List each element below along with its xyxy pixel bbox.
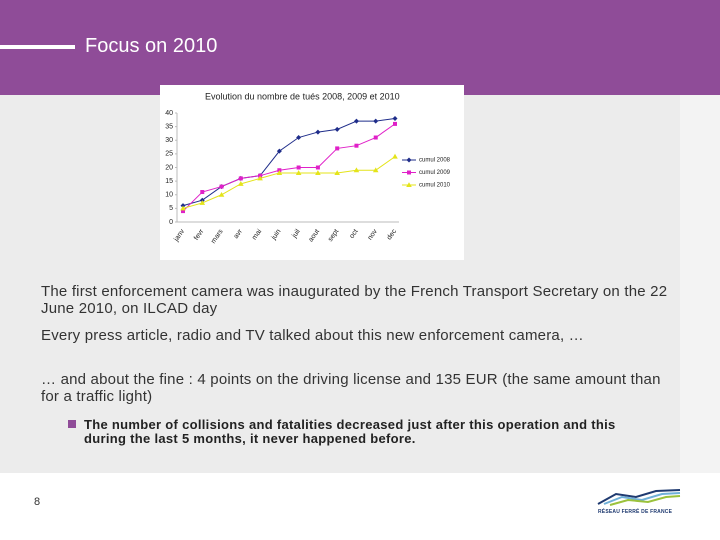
data-point bbox=[181, 209, 185, 214]
header-band bbox=[0, 0, 720, 95]
y-tick-label: 40 bbox=[165, 110, 173, 117]
chart: Evolution du nombre de tués 2008, 2009 e… bbox=[165, 91, 451, 245]
data-point bbox=[295, 170, 302, 175]
chart-panel: Evolution du nombre de tués 2008, 2009 e… bbox=[160, 85, 464, 260]
data-point bbox=[200, 190, 205, 195]
data-point bbox=[276, 148, 282, 154]
data-point bbox=[334, 170, 340, 175]
x-tick-label: mars bbox=[210, 228, 225, 245]
page-number: 8 bbox=[34, 496, 41, 508]
series-line bbox=[182, 117, 396, 207]
x-tick-label: dec bbox=[386, 228, 398, 242]
legend-marker bbox=[406, 157, 412, 163]
data-point bbox=[372, 167, 379, 173]
x-tick-label: fevr bbox=[193, 228, 206, 242]
data-point bbox=[393, 121, 397, 126]
x-tick-label: avr bbox=[233, 228, 245, 241]
y-tick-label: 35 bbox=[165, 123, 173, 130]
paragraph: … and about the fine : 4 points on the d… bbox=[41, 371, 661, 405]
header-rule bbox=[0, 45, 75, 49]
x-tick-label: juil bbox=[291, 228, 302, 240]
data-point bbox=[180, 205, 186, 211]
x-tick-label: nov bbox=[367, 228, 379, 242]
data-point bbox=[354, 143, 359, 148]
series-line bbox=[182, 156, 396, 209]
x-tick-label: juin bbox=[270, 228, 283, 242]
data-point bbox=[353, 118, 359, 124]
y-tick-label: 25 bbox=[165, 151, 173, 158]
data-point bbox=[296, 165, 301, 170]
data-point bbox=[257, 175, 263, 181]
bullet-marker bbox=[68, 420, 76, 428]
paragraph: The first enforcement camera was inaugur… bbox=[41, 283, 668, 317]
logo-text: RÉSEAU FERRÉ DE FRANCE bbox=[598, 509, 673, 515]
data-point bbox=[373, 118, 379, 124]
legend-marker bbox=[407, 170, 411, 175]
y-tick-label: 15 bbox=[165, 178, 173, 185]
slide-title: Focus on 2010 bbox=[85, 35, 218, 57]
data-point bbox=[334, 126, 340, 132]
side-band bbox=[680, 95, 720, 473]
data-point bbox=[296, 135, 302, 141]
legend-label: cumul 2010 bbox=[419, 183, 451, 189]
legend-label: cumul 2009 bbox=[419, 170, 451, 176]
y-tick-label: 20 bbox=[165, 164, 173, 171]
data-point bbox=[353, 167, 360, 173]
chart-title: Evolution du nombre de tués 2008, 2009 e… bbox=[205, 91, 400, 101]
data-point bbox=[219, 184, 224, 189]
y-tick-label: 30 bbox=[165, 137, 173, 144]
bullet-text: The number of collisions and fatalities … bbox=[84, 417, 616, 446]
x-tick-label: oct bbox=[349, 228, 360, 240]
data-point bbox=[276, 170, 283, 175]
data-point bbox=[392, 115, 398, 121]
data-point bbox=[238, 176, 243, 181]
data-point bbox=[335, 146, 340, 151]
y-tick-label: 10 bbox=[165, 192, 173, 199]
legend-label: cumul 2008 bbox=[419, 158, 451, 164]
logo-graphic bbox=[597, 489, 681, 506]
data-point bbox=[315, 165, 320, 170]
data-point bbox=[218, 191, 225, 197]
x-tick-label: janv bbox=[172, 228, 186, 244]
data-point bbox=[315, 170, 321, 175]
y-tick-label: 0 bbox=[169, 219, 173, 226]
data-point bbox=[199, 200, 206, 205]
legend-marker bbox=[406, 182, 412, 187]
data-point bbox=[238, 181, 244, 186]
series-line bbox=[182, 123, 396, 212]
x-tick-label: mai bbox=[251, 228, 263, 242]
paragraph: Every press article, radio and TV talked… bbox=[41, 327, 584, 344]
data-point bbox=[315, 129, 321, 135]
x-tick-label: aout bbox=[308, 228, 322, 243]
data-point bbox=[373, 135, 378, 140]
x-tick-label: sept bbox=[327, 228, 340, 243]
y-tick-label: 5 bbox=[169, 205, 173, 212]
data-point bbox=[392, 153, 398, 159]
